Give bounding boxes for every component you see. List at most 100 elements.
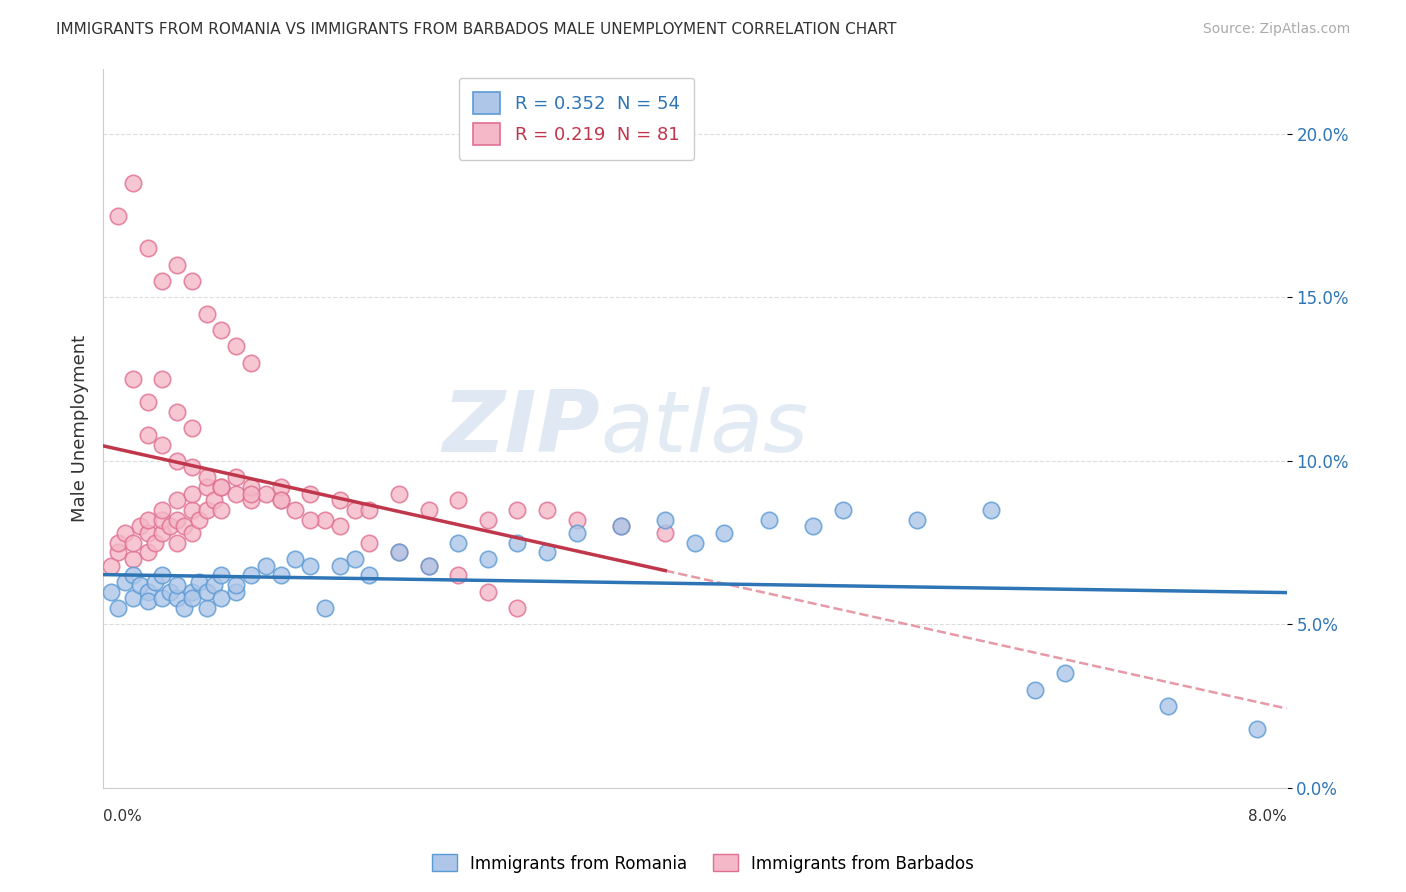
Point xyxy=(166,535,188,549)
Point xyxy=(314,513,336,527)
Point xyxy=(166,493,188,508)
Point xyxy=(240,568,263,582)
Point xyxy=(166,454,188,468)
Point xyxy=(202,493,225,508)
Point xyxy=(447,568,470,582)
Point xyxy=(343,552,366,566)
Point xyxy=(136,594,159,608)
Point xyxy=(225,584,247,599)
Point xyxy=(1157,699,1180,714)
Point xyxy=(150,568,173,582)
Point xyxy=(211,480,233,494)
Point xyxy=(299,486,322,500)
Point xyxy=(225,470,247,484)
Point xyxy=(343,503,366,517)
Point xyxy=(136,525,159,540)
Point xyxy=(180,525,202,540)
Point xyxy=(565,513,588,527)
Point xyxy=(610,519,633,533)
Point xyxy=(150,591,173,606)
Point xyxy=(610,519,633,533)
Point xyxy=(225,486,247,500)
Point xyxy=(388,545,411,559)
Point xyxy=(180,274,202,288)
Point xyxy=(121,535,143,549)
Point xyxy=(270,493,292,508)
Point xyxy=(284,552,307,566)
Point xyxy=(195,503,218,517)
Point xyxy=(418,503,440,517)
Point xyxy=(195,601,218,615)
Point xyxy=(121,568,143,582)
Point xyxy=(240,486,263,500)
Point xyxy=(831,503,853,517)
Point xyxy=(143,535,166,549)
Point xyxy=(447,535,470,549)
Text: Source: ZipAtlas.com: Source: ZipAtlas.com xyxy=(1202,22,1350,37)
Point xyxy=(150,525,173,540)
Point xyxy=(225,578,247,592)
Point xyxy=(121,372,143,386)
Legend: R = 0.352  N = 54, R = 0.219  N = 81: R = 0.352 N = 54, R = 0.219 N = 81 xyxy=(458,78,695,160)
Point xyxy=(107,601,129,615)
Point xyxy=(180,421,202,435)
Point xyxy=(211,591,233,606)
Point xyxy=(150,513,173,527)
Point xyxy=(654,525,676,540)
Point xyxy=(211,503,233,517)
Point xyxy=(506,601,529,615)
Point xyxy=(565,525,588,540)
Point xyxy=(166,258,188,272)
Point xyxy=(388,545,411,559)
Legend: Immigrants from Romania, Immigrants from Barbados: Immigrants from Romania, Immigrants from… xyxy=(426,847,980,880)
Point xyxy=(359,535,381,549)
Point xyxy=(195,584,218,599)
Point xyxy=(654,513,676,527)
Point xyxy=(166,591,188,606)
Point xyxy=(211,568,233,582)
Point xyxy=(173,601,195,615)
Point xyxy=(254,558,277,573)
Point xyxy=(121,591,143,606)
Point xyxy=(225,339,247,353)
Text: IMMIGRANTS FROM ROMANIA VS IMMIGRANTS FROM BARBADOS MALE UNEMPLOYMENT CORRELATIO: IMMIGRANTS FROM ROMANIA VS IMMIGRANTS FR… xyxy=(56,22,897,37)
Point xyxy=(136,513,159,527)
Point xyxy=(1246,722,1268,736)
Point xyxy=(129,519,152,533)
Point xyxy=(240,480,263,494)
Text: atlas: atlas xyxy=(600,387,808,470)
Point xyxy=(136,395,159,409)
Point xyxy=(114,525,136,540)
Point xyxy=(314,601,336,615)
Point xyxy=(166,405,188,419)
Point xyxy=(418,558,440,573)
Point xyxy=(166,578,188,592)
Point xyxy=(418,558,440,573)
Point xyxy=(188,574,211,589)
Point xyxy=(180,486,202,500)
Point xyxy=(270,480,292,494)
Point xyxy=(211,480,233,494)
Point xyxy=(284,503,307,517)
Point xyxy=(121,176,143,190)
Point xyxy=(299,558,322,573)
Point xyxy=(240,493,263,508)
Point xyxy=(121,552,143,566)
Point xyxy=(107,545,129,559)
Point xyxy=(100,584,122,599)
Point xyxy=(195,307,218,321)
Point xyxy=(1053,666,1076,681)
Point xyxy=(195,480,218,494)
Point xyxy=(536,545,558,559)
Point xyxy=(136,241,159,255)
Point xyxy=(329,493,352,508)
Point xyxy=(150,437,173,451)
Point xyxy=(188,513,211,527)
Point xyxy=(136,545,159,559)
Point xyxy=(270,568,292,582)
Point xyxy=(107,209,129,223)
Point xyxy=(758,513,780,527)
Point xyxy=(180,591,202,606)
Point xyxy=(905,513,928,527)
Point xyxy=(202,578,225,592)
